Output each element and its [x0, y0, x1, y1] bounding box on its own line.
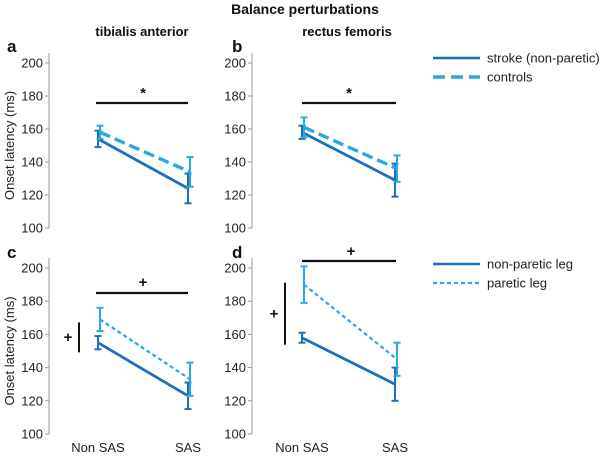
- series-line: [97, 137, 189, 190]
- y-tick-label: 120: [224, 393, 246, 408]
- figure-title: Balance perturbations: [231, 1, 379, 17]
- y-axis-label: Onset latency (ms): [2, 296, 17, 405]
- error-bar: [94, 335, 102, 351]
- chart-panel-d: d 100 120 140 160 180 200 Non SAS SAS + +: [224, 243, 408, 455]
- legend-legend_bottom: non-paretic leg paretic leg: [433, 257, 573, 291]
- series-secondary: [96, 306, 194, 397]
- series-secondary: [300, 116, 401, 183]
- error-bar: [393, 341, 401, 377]
- series-primary: [298, 331, 399, 402]
- legend-label: non-paretic leg: [487, 257, 573, 272]
- y-tick-label: 200: [224, 56, 246, 71]
- y-tick-label: 120: [224, 188, 246, 203]
- y-tick-label: 140: [224, 155, 246, 170]
- chart-panel-b: b rectus femoris 100 120 140 160 180 200 *: [224, 24, 401, 236]
- y-axis-label: Onset latency (ms): [2, 91, 17, 200]
- legend-label: controls: [487, 70, 533, 85]
- y-tick-label: 120: [21, 188, 43, 203]
- panel-letter: b: [232, 37, 242, 56]
- y-tick-label: 100: [21, 427, 43, 442]
- significance-symbol: +: [139, 274, 148, 291]
- chart-panel-c: c 100 120 140 160 180 200 Onset latency (ms) Non…: [2, 243, 201, 455]
- x-tick-label: Non SAS: [275, 440, 329, 455]
- y-tick-label: 100: [224, 221, 246, 236]
- series-secondary: [96, 124, 194, 188]
- x-tick-label: SAS: [175, 440, 201, 455]
- error-bar: [298, 331, 306, 344]
- legends: stroke (non-paretic) controls non-paretic …: [433, 51, 600, 291]
- y-tick-label: 200: [21, 56, 43, 71]
- significance-symbol: +: [64, 329, 73, 346]
- y-tick-label: 120: [21, 393, 43, 408]
- y-tick-label: 180: [224, 89, 246, 104]
- series-line: [301, 336, 396, 386]
- y-tick-label: 180: [224, 294, 246, 309]
- subplot-title: tibialis anterior: [95, 24, 188, 39]
- y-tick-label: 160: [21, 327, 43, 342]
- y-tick-label: 140: [224, 360, 246, 375]
- legend-label: paretic leg: [487, 276, 547, 291]
- y-tick-label: 160: [224, 327, 246, 342]
- series-secondary: [300, 265, 401, 377]
- error-bar: [186, 361, 194, 397]
- x-tick-label: Non SAS: [71, 440, 125, 455]
- x-tick-label: SAS: [382, 440, 408, 455]
- y-tick-label: 160: [21, 122, 43, 137]
- legend-label: stroke (non-paretic): [487, 51, 600, 66]
- significance-symbol: +: [347, 243, 356, 260]
- series-line: [301, 131, 396, 182]
- error-bar: [96, 124, 104, 140]
- significance-symbol: *: [346, 85, 352, 102]
- y-tick-label: 100: [21, 221, 43, 236]
- subplot-title: rectus femoris: [302, 24, 392, 39]
- series-line: [303, 283, 398, 361]
- legend-legend_top: stroke (non-paretic) controls: [433, 51, 600, 85]
- y-tick-label: 140: [21, 360, 43, 375]
- significance-symbol: *: [140, 85, 146, 102]
- series-line: [99, 130, 191, 174]
- y-tick-label: 200: [224, 261, 246, 276]
- series-line: [303, 125, 398, 171]
- error-bar: [186, 156, 194, 188]
- error-bar: [300, 116, 308, 139]
- error-bar: [393, 154, 401, 183]
- error-bar: [300, 265, 308, 304]
- panel-letter: a: [7, 37, 17, 56]
- y-tick-label: 200: [21, 261, 43, 276]
- y-tick-label: 160: [224, 122, 246, 137]
- panel-letter: c: [7, 243, 16, 262]
- error-bar: [96, 306, 104, 333]
- y-tick-label: 100: [224, 427, 246, 442]
- y-tick-label: 140: [21, 155, 43, 170]
- series-line: [97, 341, 189, 398]
- y-tick-label: 180: [21, 294, 43, 309]
- significance-symbol: +: [270, 306, 279, 323]
- y-tick-label: 180: [21, 89, 43, 104]
- panels: a tibialis anterior 100 120 140 160 180 200 Onse…: [2, 24, 408, 455]
- chart-panel-a: a tibialis anterior 100 120 140 160 180 200 Onse…: [2, 24, 194, 236]
- panel-letter: d: [232, 243, 242, 262]
